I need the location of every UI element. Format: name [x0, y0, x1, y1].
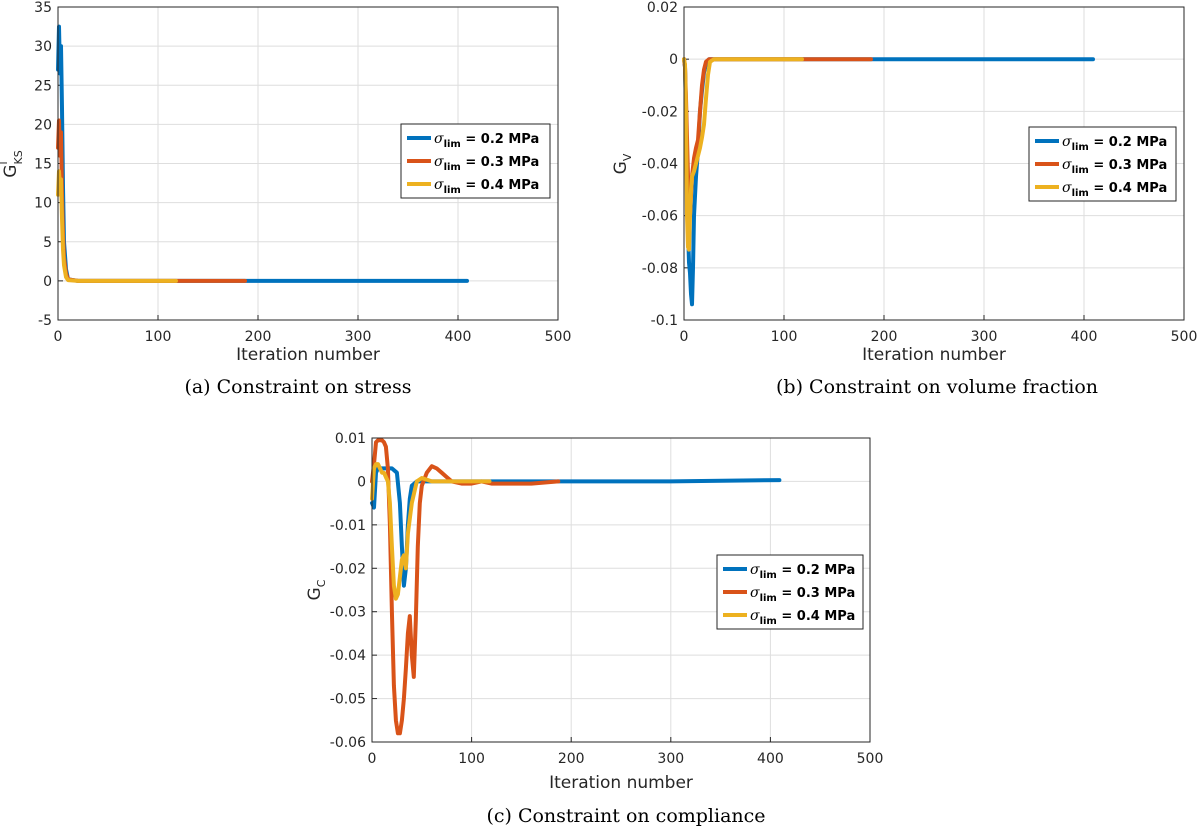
svg-text:GV: GV	[611, 153, 634, 174]
legend-label: σlim = 0.2 MPa	[750, 562, 855, 581]
compliance-constraint-panel: 0 100 200 300 400 500 -0.06-0.05-0.04-0.03-0.…	[305, 431, 883, 827]
x-tick-label: 100	[771, 329, 798, 345]
y-tick-label: -0.06	[642, 209, 678, 225]
plot-frame	[683, 6, 1185, 321]
y-tick-label: 0	[669, 52, 678, 68]
series-line-3	[682, 57, 804, 252]
x-tick-labels: 0 100 200 300 400 500	[54, 329, 572, 345]
x-tick-label: 400	[445, 329, 472, 345]
y-tick-label: 30	[34, 39, 52, 55]
y-tick-label: -0.1	[651, 313, 678, 329]
y-tick-label: 0.01	[335, 431, 366, 447]
y-axis-label: GlKS	[0, 150, 25, 177]
caption: (a) Constraint on stress	[184, 376, 411, 398]
y-tick-label: -0.04	[642, 157, 678, 173]
x-tick-label: 500	[1171, 329, 1198, 345]
legend-label: σlim = 0.3 MPa	[434, 154, 539, 173]
x-tick-label: 400	[757, 751, 784, 767]
x-tick-label: 300	[657, 751, 684, 767]
series-line-3	[370, 462, 492, 601]
y-axis-label-sub: KS	[12, 150, 25, 164]
x-tick-label: 200	[245, 329, 272, 345]
x-tick-label: 300	[971, 329, 998, 345]
y-tick-label: 10	[34, 196, 52, 212]
x-tick-label: 300	[345, 329, 372, 345]
y-tick-label: 20	[34, 117, 52, 133]
x-tick-label: 500	[545, 329, 572, 345]
x-tick-label: 0	[54, 329, 63, 345]
x-tick-labels: 0 100 200 300 400 500	[680, 329, 1198, 345]
legend-label: σlim = 0.2 MPa	[434, 131, 539, 150]
y-tick-label: -0.03	[330, 605, 366, 621]
y-axis-label-main: G	[1, 165, 21, 178]
y-tick-label: 5	[43, 235, 52, 251]
y-tick-label: -0.06	[330, 735, 366, 751]
y-tick-label: -0.04	[330, 648, 366, 664]
y-tick-label: -0.02	[642, 104, 678, 120]
series-lines	[370, 438, 782, 736]
x-tick-label: 200	[871, 329, 898, 345]
series-line-3	[56, 169, 178, 283]
y-axis-label-main: G	[305, 587, 325, 600]
series-lines	[56, 24, 469, 283]
x-tick-label: 0	[368, 751, 377, 767]
legend-label: σlim = 0.4 MPa	[750, 608, 855, 627]
y-tick-label: 0.02	[647, 0, 678, 16]
legend-label: σlim = 0.4 MPa	[1062, 180, 1167, 199]
x-axis-label: Iteration number	[236, 345, 380, 365]
legend: σlim = 0.2 MPa σlim = 0.3 MPa σlim = 0.4 M…	[716, 554, 864, 630]
y-tick-label: 0	[43, 274, 52, 290]
y-tick-label: -0.01	[330, 518, 366, 534]
caption: (c) Constraint on compliance	[486, 805, 765, 827]
y-tick-label: 15	[34, 157, 52, 173]
y-tick-labels: -0.1 -0.08 -0.06 -0.04 -0.02 0 0.02	[642, 0, 678, 329]
y-axis-label: GV	[611, 153, 634, 174]
legend-label: σlim = 0.2 MPa	[1062, 134, 1167, 153]
plot-frame	[371, 437, 871, 743]
series-lines	[682, 57, 1095, 307]
x-axis-label: Iteration number	[549, 773, 693, 793]
volume-fraction-constraint-panel: 0 100 200 300 400 500 -0.1 -0.08 -0.06 -0.04 -0.0…	[611, 0, 1197, 398]
y-tick-label: -5	[38, 313, 52, 329]
y-axis-label-sup: l	[0, 161, 10, 164]
x-axis-label: Iteration number	[862, 345, 1006, 365]
y-tick-label: 0	[357, 474, 366, 490]
y-tick-label: -0.02	[330, 561, 366, 577]
y-axis-label: GC	[305, 579, 328, 600]
y-axis-label-main: G	[611, 161, 631, 174]
y-tick-label: 25	[34, 78, 52, 94]
x-tick-label: 500	[857, 751, 884, 767]
x-tick-label: 100	[458, 751, 485, 767]
x-tick-labels: 0 100 200 300 400 500	[368, 751, 884, 767]
y-axis-label-sub: C	[315, 579, 328, 587]
legend-label: σlim = 0.3 MPa	[750, 585, 855, 604]
legend: σlim = 0.2 MPa σlim = 0.3 MPa σlim = 0.4 M…	[400, 123, 551, 199]
legend-label: σlim = 0.3 MPa	[1062, 157, 1167, 176]
x-tick-label: 400	[1071, 329, 1098, 345]
y-tick-label: -0.05	[330, 692, 366, 708]
x-tick-label: 100	[145, 329, 172, 345]
y-tick-labels: -5 0 5 10 15 20 25 30 35	[34, 0, 52, 329]
x-tick-label: 200	[558, 751, 585, 767]
legend: σlim = 0.2 MPa σlim = 0.3 MPa σlim = 0.4 M…	[1028, 126, 1177, 202]
plot-frame	[57, 6, 559, 321]
svg-text:GlKS: GlKS	[0, 150, 25, 177]
y-tick-label: 35	[34, 0, 52, 16]
caption: (b) Constraint on volume fraction	[776, 376, 1098, 398]
x-tick-label: 0	[680, 329, 689, 345]
svg-text:GC: GC	[305, 579, 328, 600]
y-tick-labels: -0.06 -0.05 -0.04 -0.03 -0.02 -0.01 0 0.01	[330, 431, 366, 751]
legend-label: σlim = 0.4 MPa	[434, 177, 539, 196]
y-tick-label: -0.08	[642, 261, 678, 277]
y-axis-label-sub: V	[621, 153, 634, 161]
